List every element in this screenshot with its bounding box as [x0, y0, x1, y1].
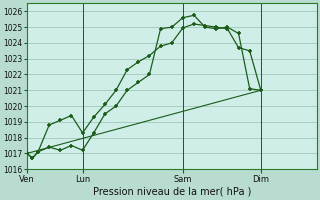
X-axis label: Pression niveau de la mer( hPa ): Pression niveau de la mer( hPa ) [92, 187, 251, 197]
